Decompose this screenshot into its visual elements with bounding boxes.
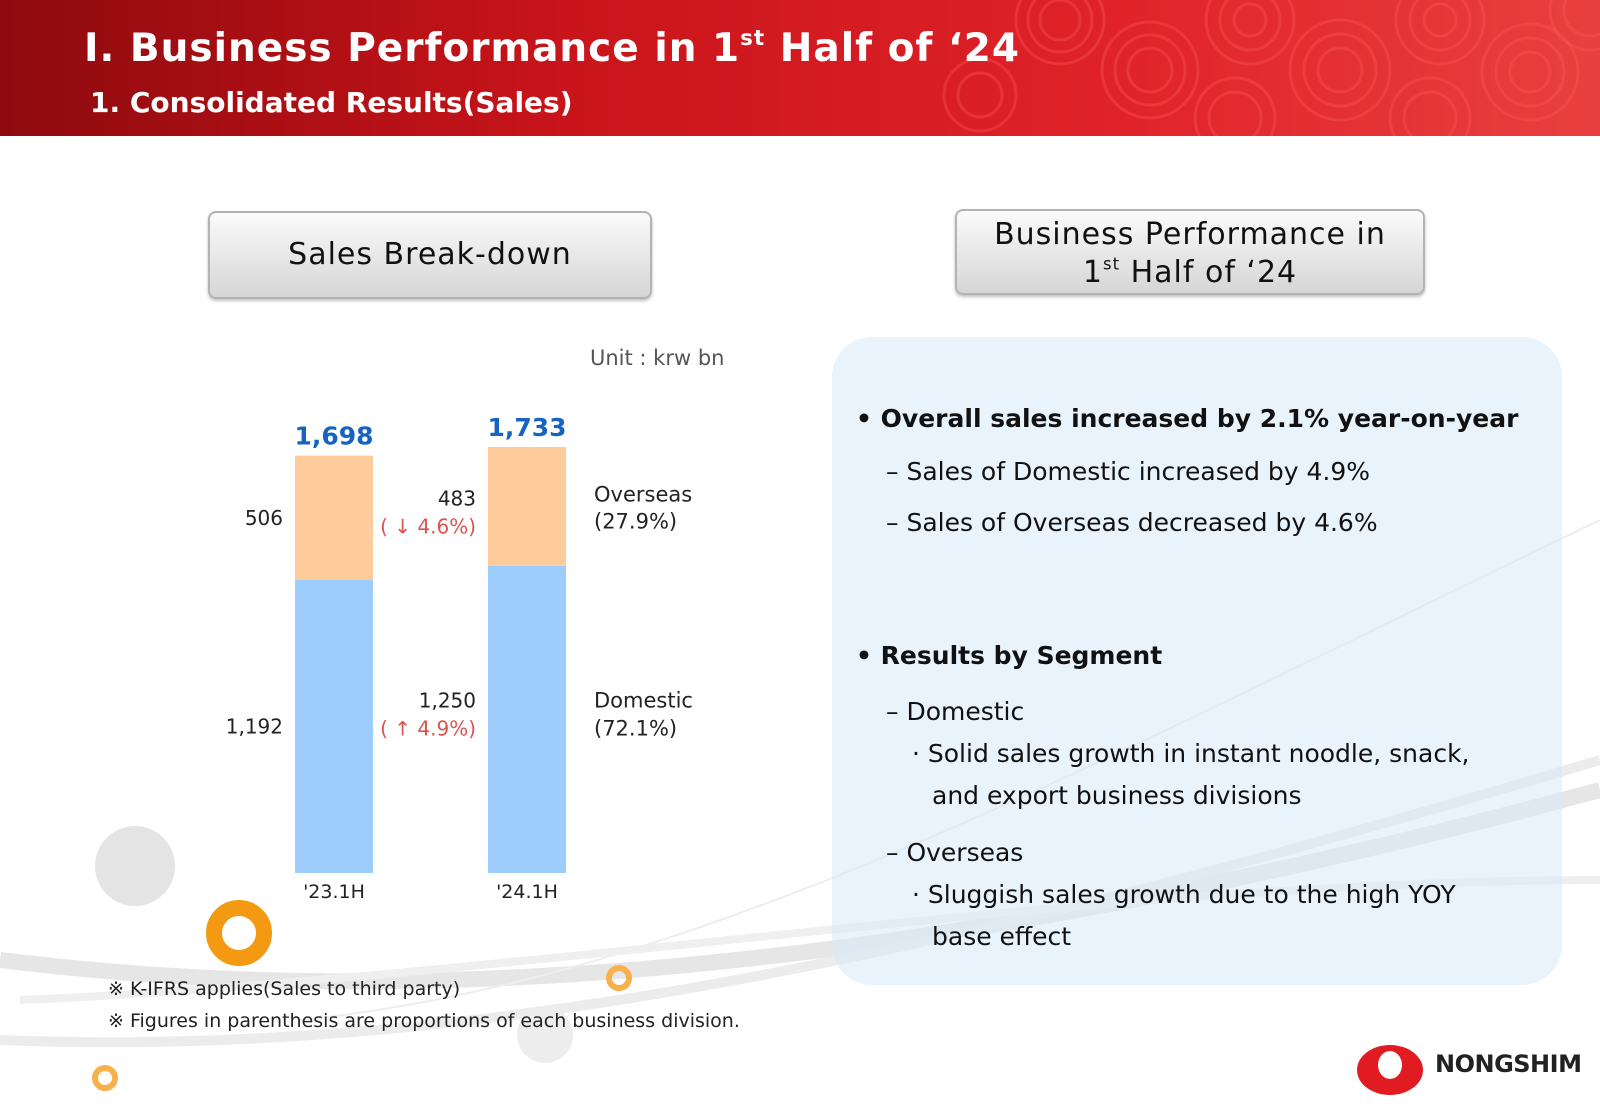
overseas-value-label-1: 483: [438, 486, 476, 510]
total-label-1: 1,733: [487, 413, 566, 442]
segment-overseas-detail-2: base effect: [932, 922, 1072, 951]
orange-ring-decoration: [206, 900, 272, 966]
legend-domestic-name: Domestic: [594, 688, 693, 712]
bar-domestic-1: [488, 565, 566, 873]
domestic-change-label: ( ↑ 4.9%): [380, 716, 476, 740]
legend-domestic-share: (72.1%): [594, 716, 677, 740]
overseas-change-label: ( ↓ 4.6%): [380, 514, 476, 538]
grey-dot-decoration: [95, 826, 175, 906]
x-tick-label-0: '23.1H: [303, 881, 365, 903]
summary-point-segment: • Results by Segment: [856, 641, 1163, 670]
segment-overseas-detail-1: · Sluggish sales growth due to the high …: [912, 880, 1456, 909]
sales-breakdown-heading: Sales Break-down: [208, 211, 652, 299]
footnote-kifrs: ※ K-IFRS applies(Sales to third party): [108, 978, 461, 1000]
legend-overseas-name: Overseas: [594, 482, 692, 506]
bar-domestic-0: [295, 579, 373, 873]
header-circle-pattern: [942, 0, 1600, 136]
nongshim-logo-icon: [1357, 1045, 1423, 1095]
header-banner: Ⅰ. Business Performance in 1st Half of ‘…: [0, 0, 1600, 136]
legend-overseas-share: (27.9%): [594, 509, 677, 533]
nongshim-logo-text: NONGSHIM: [1435, 1050, 1582, 1078]
x-tick-label-1: '24.1H: [496, 881, 558, 903]
business-performance-heading: Business Performance in 1st Half of ‘24: [955, 209, 1425, 295]
overseas-value-label-0: 506: [245, 506, 283, 530]
summary-domestic-growth: – Sales of Domestic increased by 4.9%: [886, 457, 1371, 486]
page-title: Ⅰ. Business Performance in 1st Half of ‘…: [84, 25, 1021, 71]
segment-domestic-detail-2: and export business divisions: [932, 781, 1302, 810]
page-subtitle: 1. Consolidated Results(Sales): [90, 86, 573, 119]
bar-overseas-1: [488, 447, 566, 566]
total-label-0: 1,698: [294, 422, 373, 451]
unit-label: Unit : krw bn: [590, 346, 725, 370]
summary-panel: [832, 337, 1562, 985]
segment-domestic-detail-1: · Solid sales growth in instant noodle, …: [912, 739, 1470, 768]
summary-overseas-decline: – Sales of Overseas decreased by 4.6%: [886, 508, 1378, 537]
domestic-value-label-1: 1,250: [419, 688, 476, 712]
segment-domestic-heading: – Domestic: [886, 697, 1025, 726]
segment-overseas-heading: – Overseas: [886, 838, 1024, 867]
summary-point-overall: • Overall sales increased by 2.1% year-o…: [856, 404, 1519, 433]
domestic-value-label-0: 1,192: [226, 714, 283, 738]
footnote-parenthesis: ※ Figures in parenthesis are proportions…: [108, 1010, 740, 1032]
bar-overseas-0: [295, 455, 373, 580]
